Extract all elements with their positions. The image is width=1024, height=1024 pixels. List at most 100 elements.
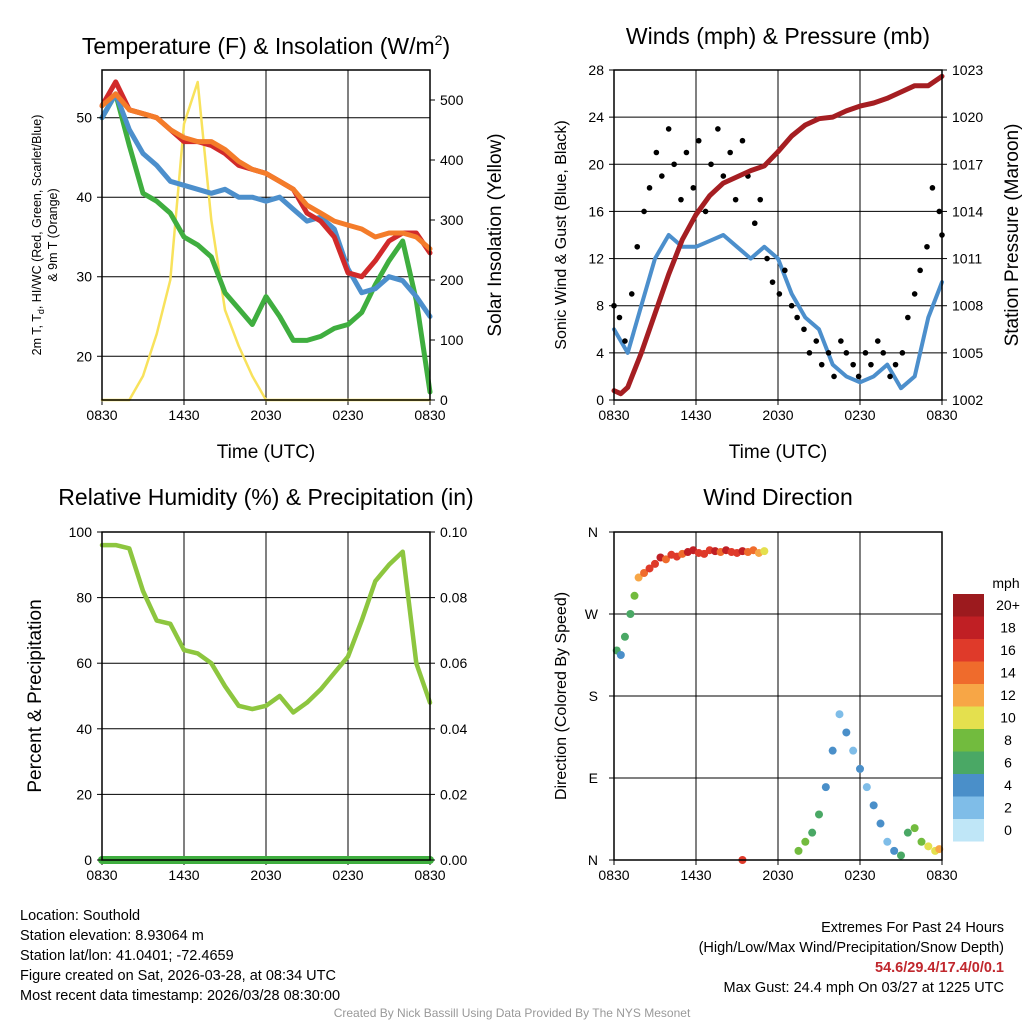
gust-point: [831, 373, 837, 380]
y-tick-label: 8: [596, 298, 604, 314]
direction-point: [890, 846, 899, 855]
x-tick-label: 0830: [926, 867, 957, 883]
x-tick-label: 2030: [762, 867, 793, 883]
y-tick-label-right: 0.06: [440, 655, 467, 671]
legend-swatch: [953, 639, 984, 662]
figure-canvas: 0830 1430 2030 0230 083020304050010020030040…: [25, 23, 1023, 883]
direction-point: [897, 851, 905, 860]
direction-point: [620, 632, 629, 641]
y-tick-label-right: 0: [440, 392, 448, 408]
y-tick-label-right: 1002: [952, 392, 983, 408]
direction-point: [924, 842, 933, 851]
direction-point: [821, 783, 830, 792]
y-tick-label: N: [588, 852, 598, 868]
y-tick-label-right: 0.02: [440, 786, 467, 802]
chart-title: Relative Humidity (%) & Precipitation (i…: [58, 484, 473, 510]
panel-winds: [613, 70, 943, 405]
y-axis-label: Sonic Wind & Gust (Blue, Black): [553, 120, 570, 349]
gust-point: [671, 161, 677, 168]
y-tick-label: 28: [588, 62, 604, 78]
panel-wind-direction: [613, 532, 943, 865]
y-tick-label: 80: [76, 590, 92, 606]
x-tick-label: 0230: [332, 867, 363, 883]
plot-frame: [101, 531, 431, 861]
direction-point: [869, 801, 878, 810]
series-line-heat-index: [99, 91, 433, 319]
series-line-relative-humidity: [99, 542, 433, 715]
direction-point: [651, 559, 659, 568]
gust-point: [769, 279, 776, 285]
y-tick-label-right: 200: [440, 272, 464, 288]
y-axis-label: 2m T, Td, HI/WC (Red, Green, Scarlet/Blu…: [30, 115, 46, 356]
direction-point: [626, 610, 635, 618]
y-tick-label-right: 300: [440, 212, 464, 228]
direction-point: [835, 710, 844, 719]
y-tick-label: N: [588, 524, 598, 540]
x-tick-label: 0830: [926, 407, 957, 423]
gust-point: [936, 208, 943, 215]
gust-point: [880, 350, 887, 356]
chart-title: Winds (mph) & Pressure (mb): [626, 23, 930, 49]
direction-point: [616, 651, 625, 659]
legend-swatch: [953, 729, 984, 752]
y-axis-label: Direction (Colored By Speed): [553, 592, 570, 800]
x-tick-label: 1430: [168, 407, 199, 423]
direction-point: [842, 728, 851, 737]
station-elevation: Station elevation: 8.93064 m: [20, 928, 204, 944]
direction-point: [794, 846, 803, 855]
y-tick-label-right: 1005: [952, 345, 983, 361]
legend-swatch: [953, 706, 984, 729]
gust-point: [715, 126, 721, 132]
y-tick-label: 12: [588, 251, 604, 267]
gust-point: [720, 173, 727, 179]
direction-point: [917, 837, 926, 846]
gust-point: [776, 291, 783, 297]
gust-point: [924, 243, 930, 250]
series-line-sonic-wind: [612, 233, 944, 391]
y-tick-label-right: 1011: [952, 251, 982, 267]
gust-point: [764, 255, 770, 262]
gust-point: [628, 291, 635, 297]
direction-point: [645, 564, 654, 573]
gust-point: [838, 338, 844, 344]
legend-label: 6: [1004, 755, 1012, 771]
extremes-title: Extremes For Past 24 Hours: [821, 920, 1004, 936]
legend-swatch: [953, 751, 984, 774]
gust-point: [850, 361, 856, 368]
direction-point: [910, 824, 919, 833]
gust-point: [702, 208, 709, 215]
y-axis-label: Percent & Precipitation: [25, 599, 46, 792]
x-tick-label: 0230: [844, 407, 875, 423]
legend-label: 0: [1004, 822, 1012, 838]
y-tick-label: 0: [596, 392, 604, 408]
direction-point: [828, 746, 837, 755]
x-tick-label: 0830: [598, 867, 629, 883]
gust-point: [727, 149, 733, 156]
x-tick-label: 0830: [86, 407, 117, 423]
legend-label: 10: [1000, 710, 1016, 726]
legend-swatch: [953, 661, 984, 684]
recent-timestamp: Most recent data timestamp: 2026/03/28 0…: [20, 988, 341, 1004]
station-latlon: Station lat/lon: 41.0401; -72.4659: [20, 948, 234, 964]
direction-point: [849, 746, 858, 755]
legend-title: mph: [992, 575, 1019, 591]
y-tick-label: 20: [76, 348, 92, 364]
y-tick-label-right: 1020: [952, 109, 983, 125]
chart-title: Temperature (F) & Insolation (W/m2): [82, 32, 450, 59]
y-tick-label: S: [589, 688, 598, 704]
direction-point: [661, 555, 670, 564]
legend-swatch: [953, 594, 984, 617]
x-tick-label: 2030: [250, 407, 281, 423]
legend-label: 20+: [996, 597, 1020, 613]
max-gust: Max Gust: 24.4 mph On 03/27 at 1225 UTC: [723, 980, 1004, 996]
credit-line: Created By Nick Bassill Using Data Provi…: [333, 1006, 691, 1020]
gust-point: [801, 326, 807, 333]
gust-point: [818, 361, 825, 368]
station-info: Location: Southold Station elevation: 8.…: [20, 906, 340, 1006]
gust-point: [887, 373, 893, 380]
direction-point: [808, 828, 817, 837]
y-tick-label-right: 100: [440, 332, 464, 348]
legend-swatch: [953, 796, 984, 819]
plot-frame: [613, 69, 943, 401]
y-tick-label: 0: [84, 852, 92, 868]
